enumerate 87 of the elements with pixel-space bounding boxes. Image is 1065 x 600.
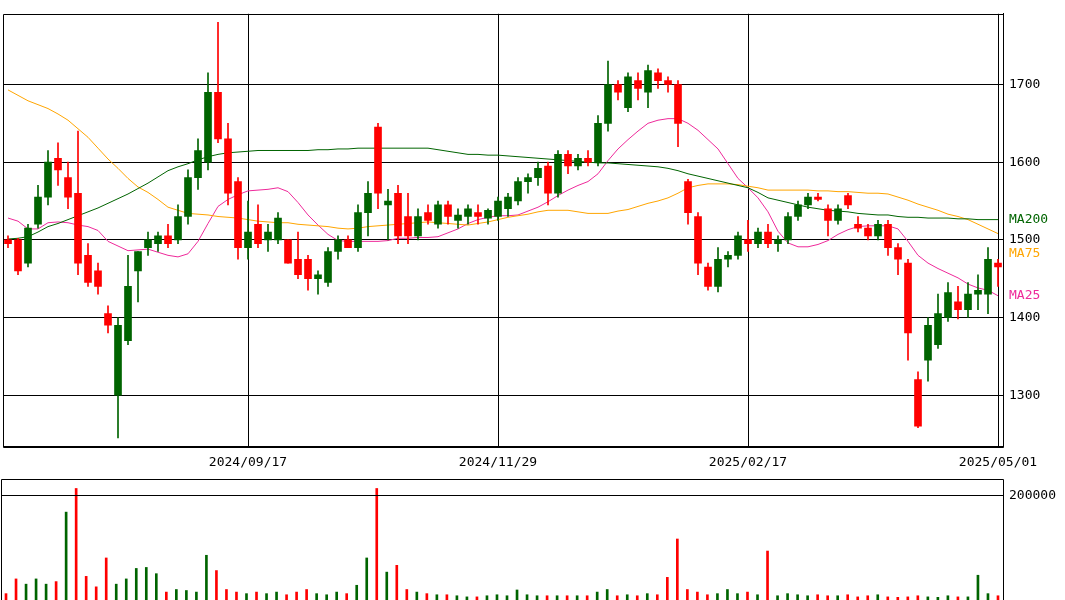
bar [305,589,308,600]
series-label: MA200 [1009,210,1049,226]
bar [185,590,188,600]
bar [335,591,338,600]
y-tick-label: 1400 [1009,308,1041,324]
y-tick-label: 1500 [1009,231,1041,247]
bar [856,596,860,600]
bar [395,564,399,600]
bar [806,595,809,600]
y-tick-label: 1600 [1009,153,1041,169]
bar [165,591,168,600]
bar [104,557,108,600]
bar [776,595,779,600]
bar [605,589,609,600]
bar [175,589,178,600]
bar [365,557,369,600]
bar [696,591,699,600]
bar [746,591,749,600]
bar [886,596,890,600]
bar [124,578,128,600]
candlestick [744,220,752,252]
bar [144,567,148,600]
bar [896,596,900,600]
bar [205,554,208,600]
y-tick-label: 1300 [1009,386,1041,402]
bar [716,593,719,600]
bar [275,591,278,600]
x-tick-label: 2025/05/01 [958,453,1038,469]
bar [666,577,669,600]
candlestick [384,189,392,241]
bar [325,594,328,600]
bar [585,595,589,600]
bar [736,593,739,600]
bar [195,591,198,600]
bar [635,595,639,600]
candlestick [974,274,982,311]
text: 200000 [1009,486,1056,502]
bar [676,538,679,600]
x-tick-label: 2024/11/29 [458,453,538,469]
bar [315,593,318,600]
bar [595,591,599,600]
bar [645,593,649,600]
bar [655,594,659,600]
bar [615,595,619,600]
bar [295,591,298,600]
bar [245,593,248,600]
bar [134,568,138,600]
bar [345,593,349,600]
x-tick-label: 2025/02/17 [708,453,788,469]
bar [836,595,839,600]
bar [225,589,228,600]
bar [154,573,158,600]
bar [265,593,268,600]
bar [625,594,629,600]
bar [84,576,88,600]
bar [826,595,829,600]
bar [686,589,689,600]
bar [816,594,819,600]
bar [906,596,910,600]
bar [385,571,389,600]
candlestick [954,286,962,320]
bar [766,550,769,600]
bar [375,488,379,600]
bar [285,594,288,600]
series-label: MA25 [1009,287,1041,303]
x-tick-label: 2024/09/17 [208,453,288,469]
candlestick [474,204,482,225]
bar [706,594,709,600]
bar [726,589,729,600]
bar [94,586,98,600]
bar [786,593,789,600]
bar [846,594,850,600]
y-tick-label: 1700 [1009,75,1041,91]
bar [866,595,870,600]
bar [114,583,118,600]
candlestick [524,173,532,194]
bar [756,594,759,600]
bar [235,591,238,600]
bar [796,594,799,600]
candlestick [994,258,1002,287]
bar [355,584,359,600]
series-label: MA75 [1009,245,1041,261]
bar [215,570,218,600]
bar [405,589,409,600]
candlestick [314,270,322,295]
bar [876,594,880,600]
bar [255,591,258,600]
